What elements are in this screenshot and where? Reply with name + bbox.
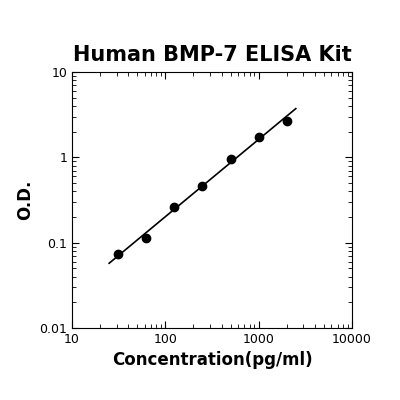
- Point: [284, 117, 290, 124]
- X-axis label: Concentration(pg/ml): Concentration(pg/ml): [112, 352, 312, 370]
- Point: [227, 156, 234, 162]
- Point: [256, 133, 262, 140]
- Y-axis label: O.D.: O.D.: [16, 180, 34, 220]
- Point: [115, 251, 121, 258]
- Point: [143, 235, 150, 241]
- Title: Human BMP-7 ELISA Kit: Human BMP-7 ELISA Kit: [73, 45, 351, 65]
- Point: [199, 183, 206, 189]
- Point: [171, 203, 178, 210]
